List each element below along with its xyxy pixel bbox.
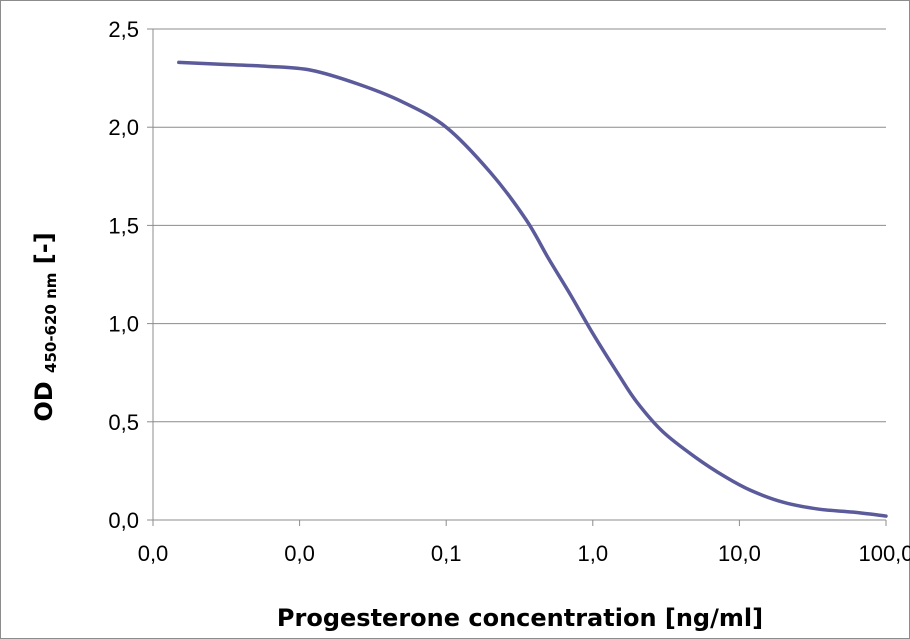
y-tick-label: 0,5: [108, 410, 139, 435]
y-axis-title-subscript: 450-620 nm: [42, 273, 60, 373]
x-tick-label: 10,0: [718, 541, 761, 566]
x-tick-label: 0,1: [431, 541, 462, 566]
y-tick-label: 2,0: [108, 115, 139, 140]
y-axis-title-unit: [-]: [30, 232, 58, 264]
y-tick-labels: 0,0 0,5 1,0 1,5 2,0 2,5: [108, 17, 139, 533]
y-tick-label: 0,0: [108, 508, 139, 533]
x-tick-label: 0,0: [138, 541, 169, 566]
axes: [147, 28, 887, 526]
y-tick-label: 2,5: [108, 17, 139, 42]
x-tick-label: 1,0: [578, 541, 609, 566]
x-tick-label: 0,0: [284, 541, 315, 566]
y-tick-label: 1,0: [108, 312, 139, 337]
x-tick-label: 100,0: [858, 541, 910, 566]
series-line: [177, 60, 888, 518]
x-tick-labels: 0,0 0,0 0,1 1,0 10,0 100,0: [138, 541, 910, 566]
series-layer: [177, 60, 888, 518]
x-axis-title: Progesterone concentration [ng/ml]: [277, 604, 763, 632]
y-axis-title: OD 450-620 nm [-]: [30, 232, 62, 421]
y-axis-title-main: OD: [30, 381, 58, 421]
gridlines: [153, 28, 886, 423]
y-tick-label: 1,5: [108, 213, 139, 238]
